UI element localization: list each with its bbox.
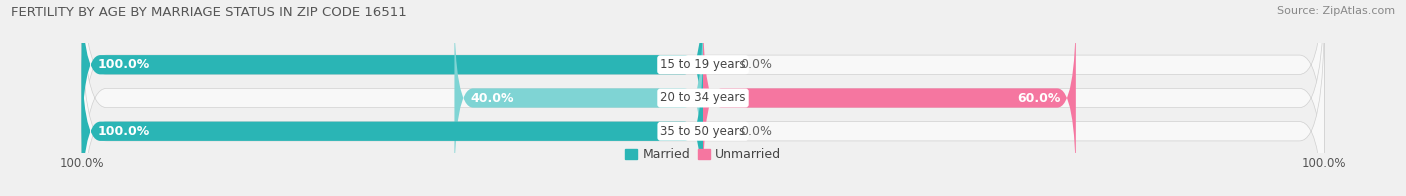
FancyBboxPatch shape bbox=[82, 41, 703, 196]
FancyBboxPatch shape bbox=[82, 0, 703, 155]
Text: 0.0%: 0.0% bbox=[741, 125, 772, 138]
Text: 20 to 34 years: 20 to 34 years bbox=[661, 92, 745, 104]
Text: 60.0%: 60.0% bbox=[1017, 92, 1060, 104]
Text: 100.0%: 100.0% bbox=[97, 125, 149, 138]
FancyBboxPatch shape bbox=[703, 8, 1076, 188]
Text: 100.0%: 100.0% bbox=[97, 58, 149, 71]
Text: 0.0%: 0.0% bbox=[741, 58, 772, 71]
FancyBboxPatch shape bbox=[82, 8, 1324, 196]
Text: 40.0%: 40.0% bbox=[470, 92, 513, 104]
Legend: Married, Unmarried: Married, Unmarried bbox=[620, 143, 786, 166]
FancyBboxPatch shape bbox=[454, 8, 703, 188]
Text: FERTILITY BY AGE BY MARRIAGE STATUS IN ZIP CODE 16511: FERTILITY BY AGE BY MARRIAGE STATUS IN Z… bbox=[11, 6, 406, 19]
Text: Source: ZipAtlas.com: Source: ZipAtlas.com bbox=[1277, 6, 1395, 16]
Text: 15 to 19 years: 15 to 19 years bbox=[661, 58, 745, 71]
FancyBboxPatch shape bbox=[82, 0, 1324, 188]
FancyBboxPatch shape bbox=[82, 0, 1324, 196]
Text: 35 to 50 years: 35 to 50 years bbox=[661, 125, 745, 138]
